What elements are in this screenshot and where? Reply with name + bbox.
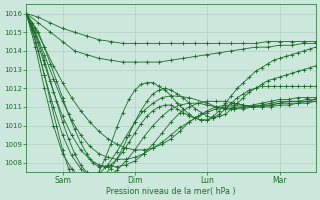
X-axis label: Pression niveau de la mer( hPa ): Pression niveau de la mer( hPa ) <box>106 187 236 196</box>
